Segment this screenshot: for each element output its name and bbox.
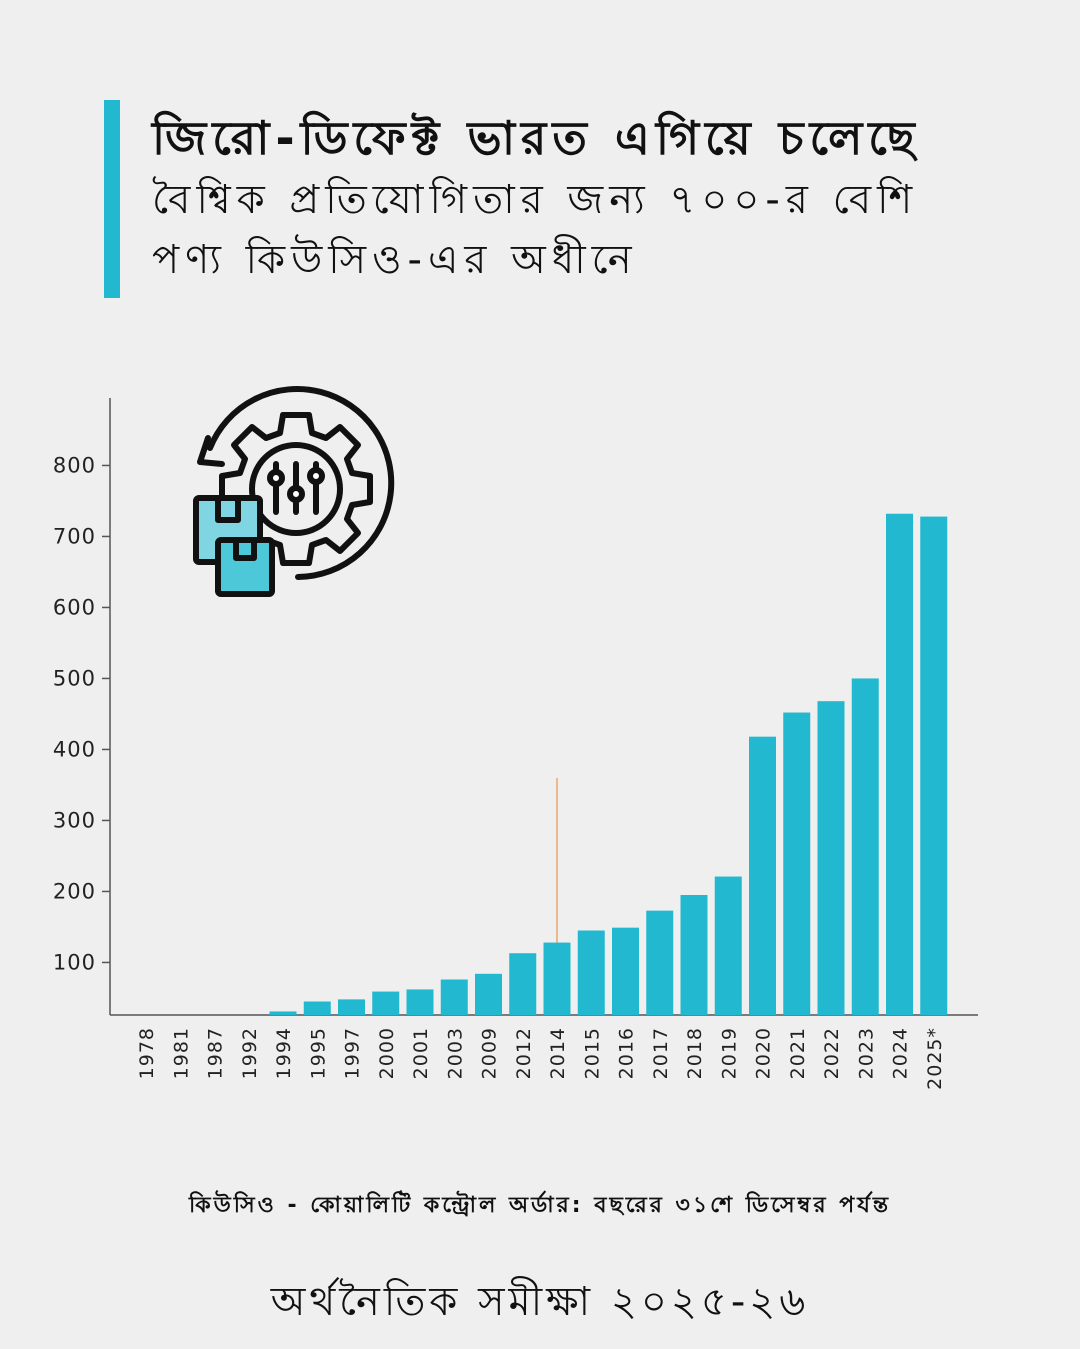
y-tick-label: 700 (53, 524, 96, 548)
accent-bar (104, 100, 120, 298)
bar (372, 991, 400, 1015)
x-tick-label: 2019 (718, 1027, 740, 1079)
bar (269, 1011, 297, 1015)
x-tick-label: 1997 (342, 1027, 364, 1079)
gear-with-boxes-icon (193, 386, 395, 597)
chart-title: জিরো-ডিফেক্ট ভারত এগিয়ে চলেছে (152, 111, 921, 165)
bar (783, 712, 811, 1015)
x-tick-label: 2000 (376, 1027, 398, 1079)
y-tick-label: 400 (53, 737, 96, 761)
x-tick-label: 2003 (444, 1027, 466, 1079)
x-tick-label: 2025* (924, 1027, 946, 1090)
x-tick-label: 2022 (821, 1027, 843, 1079)
bar (475, 973, 502, 1015)
chart-axes (109, 398, 978, 1016)
bar (406, 989, 434, 1015)
y-tick-label: 500 (53, 666, 96, 690)
y-tick-label: 100 (53, 950, 96, 974)
bar-chart: 100 200 300 400 500 600 700 800 1978 1981 1987 199… (53, 386, 978, 1090)
bar (440, 979, 468, 1015)
y-tick-label: 600 (53, 595, 96, 619)
x-tick-label: 1978 (136, 1027, 158, 1079)
x-tick-label: 2023 (855, 1027, 877, 1079)
bar (612, 927, 639, 1015)
bar (886, 513, 913, 1015)
bar (646, 910, 674, 1015)
y-tick-label: 200 (53, 879, 96, 903)
x-tick-label: 1981 (170, 1027, 192, 1079)
y-axis-ticks: 100 200 300 400 500 600 700 800 (53, 453, 110, 974)
x-tick-label: 2009 (479, 1027, 501, 1079)
bar (543, 942, 571, 1015)
x-tick-label: 2017 (650, 1027, 672, 1079)
x-tick-label: 1995 (307, 1027, 329, 1079)
bar (817, 701, 845, 1015)
x-tick-label: 2014 (547, 1027, 569, 1079)
footnote: কিউসিও - কোয়ালিটি কন্ট্রোল অর্ডার: বছরে… (188, 1193, 892, 1218)
x-tick-label: 2018 (684, 1027, 706, 1079)
bar (749, 736, 776, 1015)
chart-bars (269, 513, 948, 1015)
x-tick-label: 1992 (239, 1027, 261, 1079)
bar (714, 876, 742, 1015)
bar (509, 953, 537, 1015)
y-tick-label: 800 (53, 453, 96, 477)
x-tick-label: 2021 (787, 1027, 809, 1079)
bar (680, 895, 708, 1015)
bar (338, 999, 365, 1015)
x-tick-label: 2001 (410, 1027, 432, 1079)
bar (303, 1001, 331, 1015)
chart-subtitle: বৈশ্বিক প্রতিযোগিতার জন্য ৭০০-র বেশি পণ্… (152, 177, 919, 283)
source: অর্থনৈতিক সমীক্ষা ২০২৫-২৬ (270, 1279, 810, 1325)
x-tick-label: 1994 (273, 1027, 295, 1079)
header: জিরো-ডিফেক্ট ভারত এগিয়ে চলেছে বৈশ্বিক প… (104, 100, 1004, 298)
x-tick-label: 1987 (205, 1027, 227, 1079)
x-tick-label: 2024 (890, 1027, 912, 1079)
x-axis-labels: 1978 1981 1987 1992 1994 1995 1997 2000 2001 2003… (136, 1027, 946, 1090)
x-tick-label: 2015 (581, 1027, 603, 1079)
x-tick-label: 2016 (616, 1027, 638, 1079)
bar (920, 516, 948, 1015)
bar (577, 930, 605, 1015)
y-tick-label: 300 (53, 808, 96, 832)
x-tick-label: 2012 (513, 1027, 535, 1079)
bar (851, 678, 879, 1015)
x-tick-label: 2020 (753, 1027, 775, 1079)
